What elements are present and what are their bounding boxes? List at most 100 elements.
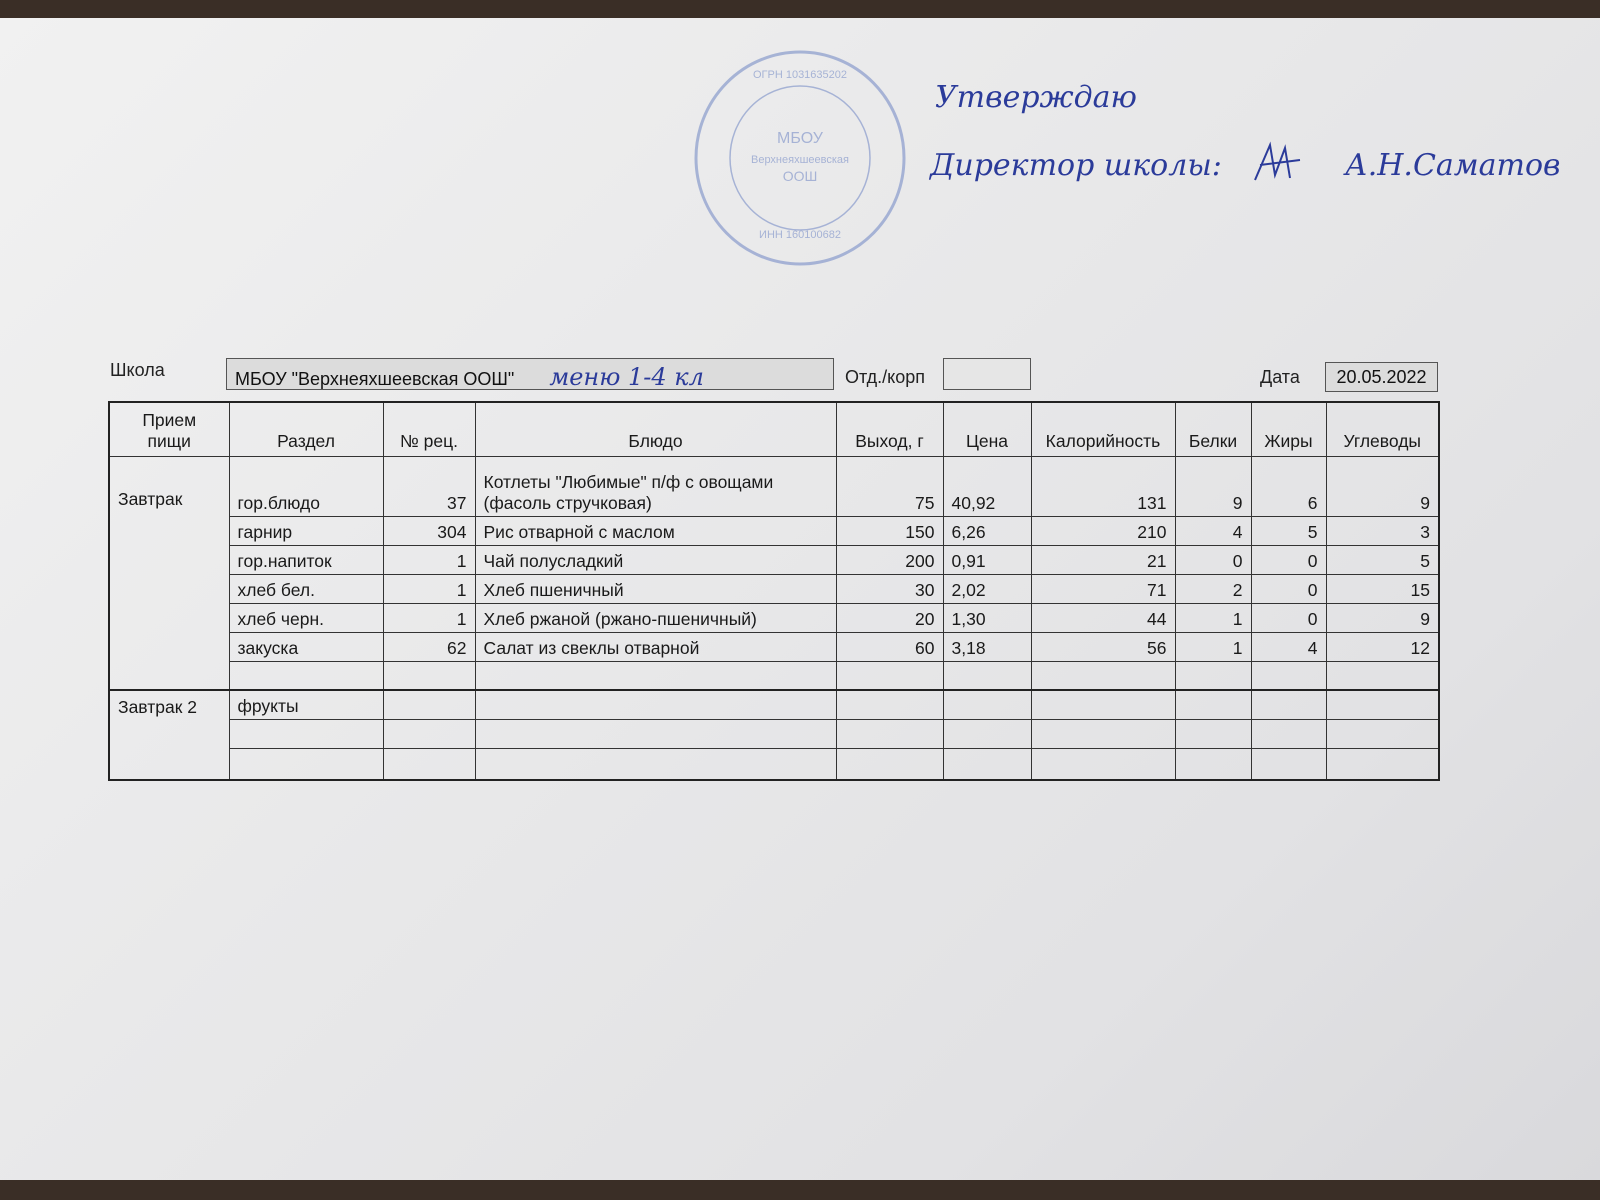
director-label: Директор школы:: [930, 148, 1222, 183]
table-row: Завтрак 2 фрукты: [108, 689, 1440, 781]
table-cell: 75: [835, 455, 944, 517]
table-cell: [942, 747, 1032, 781]
table-cell: [1030, 689, 1176, 720]
table-cell: 210: [1030, 515, 1176, 546]
table-cell: 5: [1250, 515, 1327, 546]
table-cell: 5: [1325, 544, 1440, 575]
table-cell: [835, 718, 944, 749]
table-cell: Рис отварной с маслом: [474, 515, 837, 546]
table-cell: 40,92: [942, 455, 1032, 517]
table-cell: [942, 689, 1032, 720]
menu-table: Прием пищи Раздел № рец. Блюдо Выход, г Цена К…: [108, 401, 1440, 781]
table-cell: 6: [1250, 455, 1327, 517]
table-cell: 1: [382, 602, 476, 633]
table-cell: гарнир: [228, 515, 384, 546]
column-header: Раздел: [228, 401, 384, 457]
table-cell: [835, 660, 944, 691]
table-cell: [1250, 747, 1327, 781]
table-cell: Салат из свеклы отварной: [474, 631, 837, 662]
table-row: гор.напиток 1 Чай полусладкий 200 0,91 21 0 0 5: [109, 544, 1440, 575]
date-field: 20.05.2022: [1325, 362, 1438, 392]
table-cell: Котлеты "Любимые" п/ф с овощами (фасоль …: [474, 455, 837, 517]
table-cell: [1030, 747, 1176, 781]
table-cell: [1325, 747, 1440, 781]
table-row: Завтрак гор.блюдо 37 Котлеты "Любимые" п/ф …: [108, 455, 1440, 691]
table-cell: 56: [1030, 631, 1176, 662]
table-cell: [228, 718, 384, 749]
table-cell: [382, 660, 476, 691]
table-cell: 0: [1250, 544, 1327, 575]
table-cell: 71: [1030, 573, 1176, 604]
table-cell: 0: [1174, 544, 1252, 575]
table-cell: 131: [1030, 455, 1176, 517]
approval-heading: Утверждаю: [935, 80, 1137, 115]
signature: [1254, 141, 1301, 181]
table-cell: 304: [382, 515, 476, 546]
stamp-inn-text: ИНН 160100682: [759, 229, 841, 241]
table-cell: 0: [1250, 573, 1327, 604]
table-cell: 4: [1174, 515, 1252, 546]
table-cell: [1325, 718, 1440, 749]
table-cell: [474, 660, 837, 691]
column-header: Цена: [942, 401, 1032, 457]
meal-name: Завтрак 2: [108, 689, 230, 781]
table-cell: хлеб бел.: [228, 573, 384, 604]
table-cell: [1030, 660, 1176, 691]
meal-name: Завтрак: [108, 455, 230, 691]
table-cell: [1325, 689, 1440, 720]
table-cell: [474, 747, 837, 781]
table-cell: [1250, 689, 1327, 720]
table-cell: Хлеб пшеничный: [474, 573, 837, 604]
table-cell: 200: [835, 544, 944, 575]
school-value: МБОУ "Верхнеяхшеевская ООШ": [235, 369, 515, 389]
header-row: Прием пищи Раздел № рец. Блюдо Выход, г Цена К…: [108, 401, 1440, 457]
table-cell: 37: [382, 455, 476, 517]
table-cell: 3,18: [942, 631, 1032, 662]
table-cell: 44: [1030, 602, 1176, 633]
stamp-line2-text: Верхнеяхшеевская: [751, 154, 849, 166]
table-cell: 20: [835, 602, 944, 633]
table-cell: [835, 689, 944, 720]
table-cell: закуска: [228, 631, 384, 662]
column-header: Калорийность: [1030, 401, 1176, 457]
table-cell: [1174, 747, 1252, 781]
table-row: [109, 747, 1440, 781]
table-cell: [1174, 718, 1252, 749]
table-cell: [942, 660, 1032, 691]
column-header: Жиры: [1250, 401, 1327, 457]
table-cell: 6,26: [942, 515, 1032, 546]
date-label: Дата: [1260, 367, 1300, 387]
table-cell: [382, 718, 476, 749]
stamp-ogrn-text: ОГРН 1031635202: [753, 69, 847, 81]
table-cell: [1325, 660, 1440, 691]
table-cell: [1174, 689, 1252, 720]
table-cell: 2: [1174, 573, 1252, 604]
table-row: хлеб бел. 1 Хлеб пшеничный 30 2,02 71 2 0 15: [109, 573, 1440, 604]
table-cell: 15: [1325, 573, 1440, 604]
table-cell: [474, 689, 837, 720]
table-cell: 9: [1325, 455, 1440, 517]
column-header: Белки: [1174, 401, 1252, 457]
dept-field: [943, 358, 1031, 390]
table-cell: гор.напиток: [228, 544, 384, 575]
school-field: МБОУ "Верхнеяхшеевская ООШ" меню 1-4 кл: [226, 358, 834, 391]
column-header: Выход, г: [835, 401, 944, 457]
table-cell: 21: [1030, 544, 1176, 575]
table-cell: [1250, 718, 1327, 749]
table-cell: 0,91: [942, 544, 1032, 575]
table-cell: фрукты: [228, 689, 384, 720]
table-cell: [228, 660, 384, 691]
table-cell: хлеб черн.: [228, 602, 384, 633]
table-cell: [1174, 660, 1252, 691]
school-stamp: МБОУ Верхнеяхшеевская ООШ ОГРН 103163520…: [694, 50, 906, 266]
table-cell: 1: [1174, 602, 1252, 633]
column-header: Углеводы: [1325, 401, 1440, 457]
table-cell: 30: [835, 573, 944, 604]
table-row: [109, 718, 1440, 749]
table-row: хлеб черн. 1 Хлеб ржаной (ржано-пшеничный)…: [109, 602, 1440, 633]
table-row: гарнир 304 Рис отварной с маслом 150 6,26 210…: [109, 515, 1440, 546]
table-cell: 150: [835, 515, 944, 546]
handwritten-note: меню 1-4 кл: [549, 363, 704, 391]
table-cell: [474, 718, 837, 749]
table-cell: [835, 747, 944, 781]
